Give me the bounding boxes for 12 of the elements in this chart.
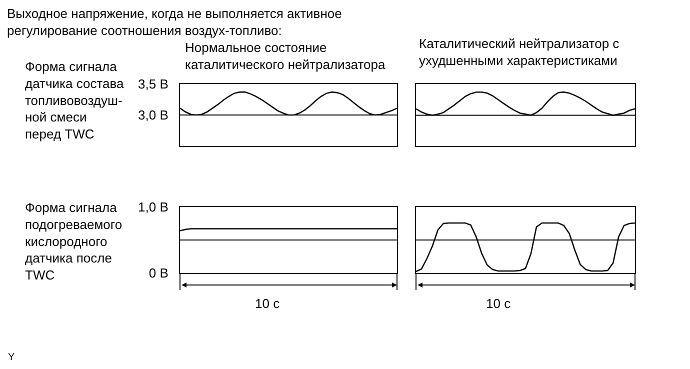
y-tick-label: 1,0 В	[138, 200, 168, 215]
chart-title: Каталитический нейтрализатор с ухудшенными характеристиками	[419, 36, 620, 68]
x-axis-title: 10 с	[255, 296, 280, 311]
text: Выходное напряжение, когда не выполняется активное регулирование соотношения воздух-топливо:	[7, 6, 342, 38]
chart-title: Нормальное состояние каталитического нейтрализатора	[185, 40, 386, 72]
y-tick-label: 3,5 В	[138, 76, 168, 92]
y-axis-title: Форма сигнала подогреваемого кислородного датчика после TWC	[25, 200, 122, 283]
y-tick-label: 0 В	[148, 266, 168, 281]
x-axis-title: 10 с	[486, 296, 512, 311]
y-axis-title: Форма сигнала датчика состава топливовоздуш- ной смеси перед TWC	[25, 59, 125, 142]
text: Y	[8, 352, 15, 363]
y-tick-label: 3,0 В	[138, 108, 168, 123]
